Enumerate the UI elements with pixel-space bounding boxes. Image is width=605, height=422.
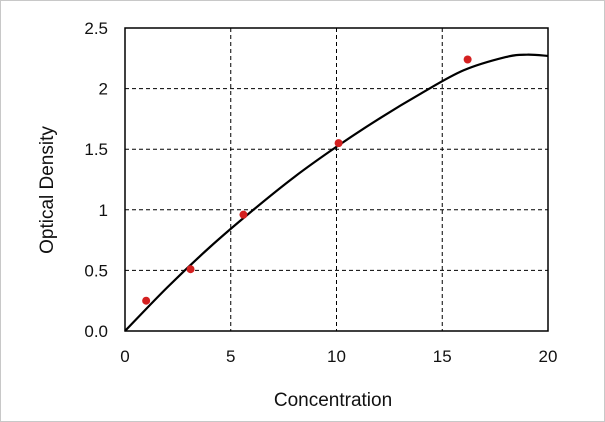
fit-curve-layer — [124, 53, 549, 332]
y-tick-labels: 0.0 0.5 1 1.5 2 2.5 — [84, 19, 108, 341]
x-tick-label: 5 — [226, 347, 235, 366]
x-tick-label: 15 — [433, 347, 452, 366]
y-tick-label: 2 — [99, 80, 108, 99]
y-tick-label: 2.5 — [84, 19, 108, 38]
data-points — [142, 55, 472, 305]
data-point — [239, 210, 248, 219]
grid-lines — [125, 28, 548, 331]
y-tick-label: 0.0 — [84, 322, 108, 341]
data-point — [463, 55, 472, 64]
data-point — [334, 139, 343, 148]
x-axis-title: Concentration — [274, 390, 392, 411]
y-tick-label: 0.5 — [84, 261, 108, 280]
plot-area-border — [124, 27, 549, 332]
x-tick-labels: 0 5 10 15 20 — [120, 347, 557, 366]
x-tick-label: 10 — [327, 347, 346, 366]
y-tick-label: 1.5 — [84, 140, 108, 159]
x-tick-label: 20 — [539, 347, 558, 366]
y-axis-title: Optical Density — [37, 126, 58, 254]
data-point — [142, 296, 151, 305]
y-tick-label: 1 — [99, 201, 108, 220]
x-tick-label: 0 — [120, 347, 129, 366]
fit-curve — [124, 53, 549, 332]
data-point — [186, 265, 195, 274]
